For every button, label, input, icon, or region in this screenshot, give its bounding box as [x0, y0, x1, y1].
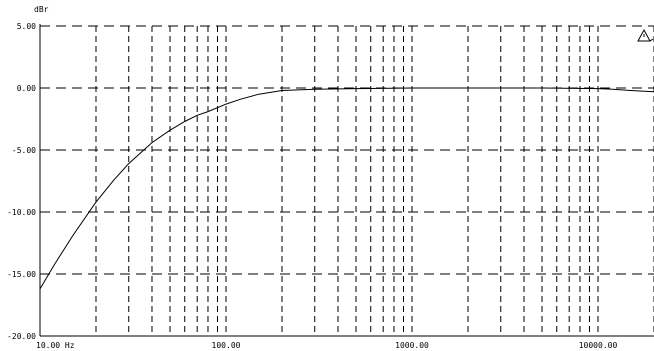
y-tick-label: -5.00: [12, 146, 36, 155]
x-tick-label: 10.00 Hz: [36, 341, 75, 350]
x-tick-label: 100.00: [212, 341, 241, 350]
y-axis-tick-labels: 5.00 0.00 -5.00 -10.00 -15.00 -20.00: [7, 22, 36, 341]
y-tick-label: -10.00: [7, 208, 36, 217]
plot-area: [40, 26, 654, 336]
warning-icon: [637, 28, 654, 42]
y-tick-label: 5.00: [17, 22, 36, 31]
y-axis-unit-label: dBr: [34, 5, 49, 14]
x-tick-label: 10000.00: [579, 341, 618, 350]
x-tick-label: 1000.00: [395, 341, 429, 350]
y-tick-label: -15.00: [7, 270, 36, 279]
x-axis-tick-labels: 10.00 Hz 100.00 1000.00 10000.00: [36, 341, 617, 350]
y-tick-label: -20.00: [7, 332, 36, 341]
grid-lines: [39, 24, 654, 337]
response-curve: [39, 87, 654, 290]
y-tick-label: 0.00: [17, 84, 36, 93]
